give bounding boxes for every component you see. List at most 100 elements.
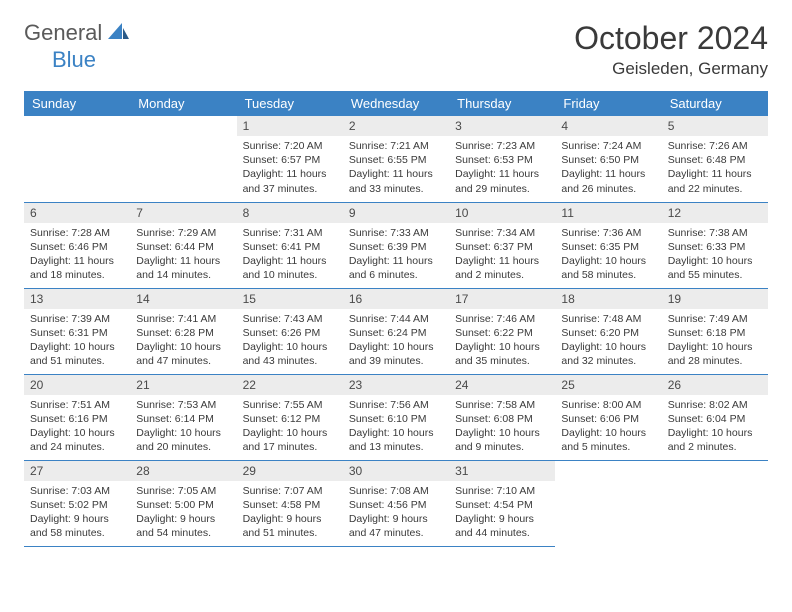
day-number: 6 [24,203,130,223]
calendar-row: 20Sunrise: 7:51 AMSunset: 6:16 PMDayligh… [24,374,768,460]
calendar-day-cell: 4Sunrise: 7:24 AMSunset: 6:50 PMDaylight… [555,116,661,202]
header: General October 2024 Geisleden, Germany [24,20,768,79]
calendar-table: SundayMondayTuesdayWednesdayThursdayFrid… [24,91,768,547]
day-content: Sunrise: 7:51 AMSunset: 6:16 PMDaylight:… [24,395,130,459]
calendar-day-cell: 7Sunrise: 7:29 AMSunset: 6:44 PMDaylight… [130,202,236,288]
calendar-day-cell: 1Sunrise: 7:20 AMSunset: 6:57 PMDaylight… [237,116,343,202]
calendar-empty-cell [24,116,130,202]
day-content: Sunrise: 7:53 AMSunset: 6:14 PMDaylight:… [130,395,236,459]
day-content: Sunrise: 7:07 AMSunset: 4:58 PMDaylight:… [237,481,343,545]
day-content: Sunrise: 7:36 AMSunset: 6:35 PMDaylight:… [555,223,661,287]
calendar-day-cell: 27Sunrise: 7:03 AMSunset: 5:02 PMDayligh… [24,460,130,546]
calendar-empty-cell [130,116,236,202]
calendar-day-cell: 30Sunrise: 7:08 AMSunset: 4:56 PMDayligh… [343,460,449,546]
calendar-day-cell: 10Sunrise: 7:34 AMSunset: 6:37 PMDayligh… [449,202,555,288]
calendar-header-row: SundayMondayTuesdayWednesdayThursdayFrid… [24,91,768,116]
calendar-day-cell: 13Sunrise: 7:39 AMSunset: 6:31 PMDayligh… [24,288,130,374]
day-content: Sunrise: 7:33 AMSunset: 6:39 PMDaylight:… [343,223,449,287]
calendar-day-cell: 6Sunrise: 7:28 AMSunset: 6:46 PMDaylight… [24,202,130,288]
calendar-day-cell: 25Sunrise: 8:00 AMSunset: 6:06 PMDayligh… [555,374,661,460]
calendar-row: 13Sunrise: 7:39 AMSunset: 6:31 PMDayligh… [24,288,768,374]
day-content: Sunrise: 7:26 AMSunset: 6:48 PMDaylight:… [662,136,768,200]
day-content: Sunrise: 8:00 AMSunset: 6:06 PMDaylight:… [555,395,661,459]
calendar-day-cell: 19Sunrise: 7:49 AMSunset: 6:18 PMDayligh… [662,288,768,374]
weekday-header: Tuesday [237,91,343,116]
weekday-header: Monday [130,91,236,116]
day-number: 16 [343,289,449,309]
day-number: 11 [555,203,661,223]
day-content: Sunrise: 7:58 AMSunset: 6:08 PMDaylight:… [449,395,555,459]
day-number: 14 [130,289,236,309]
day-content: Sunrise: 7:41 AMSunset: 6:28 PMDaylight:… [130,309,236,373]
weekday-header: Sunday [24,91,130,116]
calendar-day-cell: 5Sunrise: 7:26 AMSunset: 6:48 PMDaylight… [662,116,768,202]
calendar-row: 6Sunrise: 7:28 AMSunset: 6:46 PMDaylight… [24,202,768,288]
day-number: 27 [24,461,130,481]
day-number: 31 [449,461,555,481]
calendar-day-cell: 17Sunrise: 7:46 AMSunset: 6:22 PMDayligh… [449,288,555,374]
day-number: 18 [555,289,661,309]
day-number: 29 [237,461,343,481]
calendar-day-cell: 22Sunrise: 7:55 AMSunset: 6:12 PMDayligh… [237,374,343,460]
calendar-day-cell: 21Sunrise: 7:53 AMSunset: 6:14 PMDayligh… [130,374,236,460]
day-content: Sunrise: 8:02 AMSunset: 6:04 PMDaylight:… [662,395,768,459]
calendar-empty-cell [555,460,661,546]
day-content: Sunrise: 7:49 AMSunset: 6:18 PMDaylight:… [662,309,768,373]
day-content: Sunrise: 7:24 AMSunset: 6:50 PMDaylight:… [555,136,661,200]
day-number: 12 [662,203,768,223]
day-content: Sunrise: 7:20 AMSunset: 6:57 PMDaylight:… [237,136,343,200]
logo-text-blue: Blue [52,47,96,72]
calendar-day-cell: 26Sunrise: 8:02 AMSunset: 6:04 PMDayligh… [662,374,768,460]
day-number: 19 [662,289,768,309]
day-content: Sunrise: 7:31 AMSunset: 6:41 PMDaylight:… [237,223,343,287]
day-content: Sunrise: 7:34 AMSunset: 6:37 PMDaylight:… [449,223,555,287]
logo: General [24,20,134,46]
day-content: Sunrise: 7:56 AMSunset: 6:10 PMDaylight:… [343,395,449,459]
day-number: 25 [555,375,661,395]
day-content: Sunrise: 7:05 AMSunset: 5:00 PMDaylight:… [130,481,236,545]
day-content: Sunrise: 7:23 AMSunset: 6:53 PMDaylight:… [449,136,555,200]
calendar-day-cell: 15Sunrise: 7:43 AMSunset: 6:26 PMDayligh… [237,288,343,374]
day-number: 26 [662,375,768,395]
day-number: 20 [24,375,130,395]
calendar-day-cell: 11Sunrise: 7:36 AMSunset: 6:35 PMDayligh… [555,202,661,288]
day-number: 1 [237,116,343,136]
day-number: 17 [449,289,555,309]
calendar-day-cell: 28Sunrise: 7:05 AMSunset: 5:00 PMDayligh… [130,460,236,546]
calendar-day-cell: 18Sunrise: 7:48 AMSunset: 6:20 PMDayligh… [555,288,661,374]
day-number: 15 [237,289,343,309]
day-content: Sunrise: 7:44 AMSunset: 6:24 PMDaylight:… [343,309,449,373]
weekday-header: Friday [555,91,661,116]
day-content: Sunrise: 7:08 AMSunset: 4:56 PMDaylight:… [343,481,449,545]
calendar-day-cell: 3Sunrise: 7:23 AMSunset: 6:53 PMDaylight… [449,116,555,202]
calendar-day-cell: 14Sunrise: 7:41 AMSunset: 6:28 PMDayligh… [130,288,236,374]
day-content: Sunrise: 7:10 AMSunset: 4:54 PMDaylight:… [449,481,555,545]
day-number: 24 [449,375,555,395]
location: Geisleden, Germany [574,59,768,79]
day-content: Sunrise: 7:43 AMSunset: 6:26 PMDaylight:… [237,309,343,373]
calendar-day-cell: 16Sunrise: 7:44 AMSunset: 6:24 PMDayligh… [343,288,449,374]
calendar-empty-cell [662,460,768,546]
day-number: 22 [237,375,343,395]
day-number: 8 [237,203,343,223]
day-number: 9 [343,203,449,223]
calendar-day-cell: 24Sunrise: 7:58 AMSunset: 6:08 PMDayligh… [449,374,555,460]
day-content: Sunrise: 7:48 AMSunset: 6:20 PMDaylight:… [555,309,661,373]
day-number: 21 [130,375,236,395]
month-title: October 2024 [574,20,768,57]
calendar-row: 1Sunrise: 7:20 AMSunset: 6:57 PMDaylight… [24,116,768,202]
day-content: Sunrise: 7:29 AMSunset: 6:44 PMDaylight:… [130,223,236,287]
day-content: Sunrise: 7:03 AMSunset: 5:02 PMDaylight:… [24,481,130,545]
day-content: Sunrise: 7:55 AMSunset: 6:12 PMDaylight:… [237,395,343,459]
day-content: Sunrise: 7:38 AMSunset: 6:33 PMDaylight:… [662,223,768,287]
calendar-row: 27Sunrise: 7:03 AMSunset: 5:02 PMDayligh… [24,460,768,546]
calendar-day-cell: 31Sunrise: 7:10 AMSunset: 4:54 PMDayligh… [449,460,555,546]
weekday-header: Wednesday [343,91,449,116]
calendar-day-cell: 2Sunrise: 7:21 AMSunset: 6:55 PMDaylight… [343,116,449,202]
calendar-body: 1Sunrise: 7:20 AMSunset: 6:57 PMDaylight… [24,116,768,546]
calendar-day-cell: 12Sunrise: 7:38 AMSunset: 6:33 PMDayligh… [662,202,768,288]
calendar-day-cell: 9Sunrise: 7:33 AMSunset: 6:39 PMDaylight… [343,202,449,288]
day-content: Sunrise: 7:28 AMSunset: 6:46 PMDaylight:… [24,223,130,287]
day-number: 3 [449,116,555,136]
day-number: 2 [343,116,449,136]
